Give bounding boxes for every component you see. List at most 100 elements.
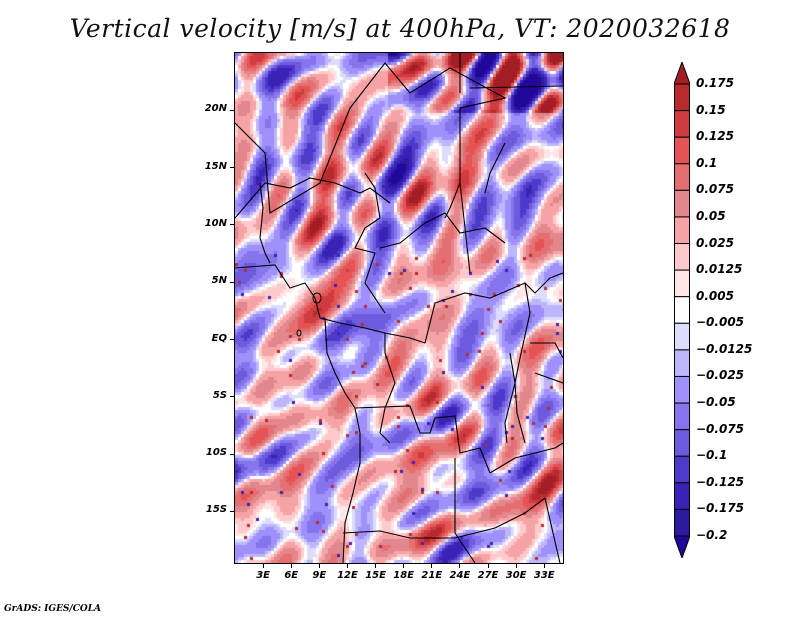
lat-tick-mark bbox=[230, 110, 235, 111]
map-panel[interactable] bbox=[235, 53, 563, 563]
lon-tick-mark bbox=[488, 563, 489, 568]
lon-tick-mark bbox=[544, 563, 545, 568]
lat-tick-label: 15N bbox=[191, 161, 227, 172]
colorbar-label: 0.15 bbox=[696, 103, 726, 117]
border-angola-east bbox=[455, 458, 475, 563]
lon-tick-mark bbox=[347, 563, 348, 568]
border-libya-sudan bbox=[460, 53, 563, 93]
lat-tick-mark bbox=[230, 454, 235, 455]
lon-tick-label: 33E bbox=[529, 570, 559, 581]
colorbar-label: 0.05 bbox=[696, 209, 726, 223]
lat-tick-label: 5S bbox=[191, 390, 227, 401]
colorbar-segment bbox=[675, 137, 690, 164]
colorbar-segment bbox=[675, 323, 690, 350]
colorbar-label: −0.05 bbox=[696, 395, 736, 409]
coastline-west bbox=[235, 265, 320, 318]
map-title: Vertical velocity [m/s] at 400hPa, VT: 2… bbox=[0, 14, 800, 43]
lon-tick-label: 30E bbox=[501, 570, 531, 581]
political-boundaries bbox=[235, 53, 563, 563]
lon-tick-mark bbox=[291, 563, 292, 568]
colorbar-segment bbox=[675, 483, 690, 510]
colorbar-label: −0.075 bbox=[696, 422, 744, 436]
colorbar-label: 0.175 bbox=[696, 76, 734, 90]
lon-tick-mark bbox=[375, 563, 376, 568]
colorbar-label: −0.175 bbox=[696, 501, 744, 515]
lon-tick-mark bbox=[459, 563, 460, 568]
lon-tick-label: 12E bbox=[332, 570, 362, 581]
lon-tick-mark bbox=[263, 563, 264, 568]
lat-tick-label: 10S bbox=[191, 447, 227, 458]
border-congo-drc bbox=[380, 333, 395, 443]
colorbar-extend-min bbox=[674, 536, 690, 558]
colorbar-label: −0.005 bbox=[696, 315, 744, 329]
lat-tick-label: 10N bbox=[191, 218, 227, 229]
lon-tick-mark bbox=[319, 563, 320, 568]
colorbar-segment bbox=[675, 270, 690, 297]
lon-tick-mark bbox=[431, 563, 432, 568]
colorbar-label: −0.125 bbox=[696, 475, 744, 489]
lat-tick-mark bbox=[230, 167, 235, 168]
border-chad-car bbox=[380, 213, 505, 248]
lon-tick-label: 18E bbox=[389, 570, 419, 581]
border-angola-north bbox=[355, 406, 490, 473]
colorbar-segment bbox=[675, 403, 690, 430]
colorbar-segment bbox=[675, 111, 690, 138]
coastline-angola bbox=[343, 408, 360, 563]
colorbar-segment bbox=[675, 376, 690, 403]
border-cameroon-south bbox=[320, 318, 425, 343]
colorbar-label: −0.2 bbox=[696, 528, 727, 542]
border-zambia-south bbox=[455, 498, 545, 538]
colorbar bbox=[674, 62, 690, 558]
border-zambia bbox=[490, 443, 563, 473]
grads-credit: GrADS: IGES/COLA bbox=[4, 604, 101, 614]
lat-tick-mark bbox=[230, 511, 235, 512]
colorbar-segment bbox=[675, 217, 690, 244]
lat-tick-mark bbox=[230, 396, 235, 397]
colorbar-label: 0.0125 bbox=[696, 262, 742, 276]
lake-tanganyika bbox=[510, 353, 525, 443]
colorbar-label: 0.075 bbox=[696, 182, 734, 196]
colorbar-label: −0.1 bbox=[696, 448, 727, 462]
lat-tick-label: 5N bbox=[191, 275, 227, 286]
lat-tick-mark bbox=[230, 282, 235, 283]
colorbar-label: 0.1 bbox=[696, 156, 717, 170]
lon-tick-label: 24E bbox=[445, 570, 475, 581]
colorbar-label: 0.025 bbox=[696, 236, 734, 250]
border-chad-cameroon bbox=[355, 173, 385, 313]
colorbar-segment bbox=[675, 430, 690, 457]
colorbar-label: −0.025 bbox=[696, 368, 744, 382]
border-angola-south bbox=[343, 531, 455, 538]
lake-victoria bbox=[530, 343, 563, 383]
border-chad-sudan bbox=[445, 143, 505, 218]
lon-tick-mark bbox=[516, 563, 517, 568]
lon-tick-label: 15E bbox=[361, 570, 391, 581]
bioko-island bbox=[313, 293, 321, 303]
lat-tick-label: EQ bbox=[191, 333, 227, 344]
colorbar-label: 0.005 bbox=[696, 289, 734, 303]
colorbar-label: −0.0125 bbox=[696, 342, 752, 356]
border-car-drc bbox=[425, 273, 563, 343]
colorbar-segment bbox=[675, 190, 690, 217]
border-mozambique bbox=[545, 498, 560, 563]
colorbar-segment bbox=[675, 456, 690, 483]
lat-tick-label: 20N bbox=[191, 103, 227, 114]
border-nigeria-niger bbox=[235, 178, 390, 218]
sao-tome-island bbox=[297, 330, 301, 336]
colorbar-segment bbox=[675, 84, 690, 111]
lon-tick-mark bbox=[403, 563, 404, 568]
lon-tick-label: 3E bbox=[248, 570, 278, 581]
colorbar-segment bbox=[675, 164, 690, 191]
colorbar-extend-max bbox=[674, 62, 690, 84]
lat-tick-label: 15S bbox=[191, 504, 227, 515]
border-drc-uganda bbox=[505, 283, 530, 443]
lon-tick-label: 9E bbox=[304, 570, 334, 581]
lon-tick-label: 27E bbox=[473, 570, 503, 581]
colorbar-segment bbox=[675, 244, 690, 271]
border-gabon bbox=[325, 318, 355, 408]
colorbar-segment bbox=[675, 350, 690, 377]
colorbar-segment bbox=[675, 297, 690, 324]
lon-tick-label: 21E bbox=[417, 570, 447, 581]
lat-tick-mark bbox=[230, 339, 235, 340]
colorbar-label: 0.125 bbox=[696, 129, 734, 143]
colorbar-segment bbox=[675, 509, 690, 536]
